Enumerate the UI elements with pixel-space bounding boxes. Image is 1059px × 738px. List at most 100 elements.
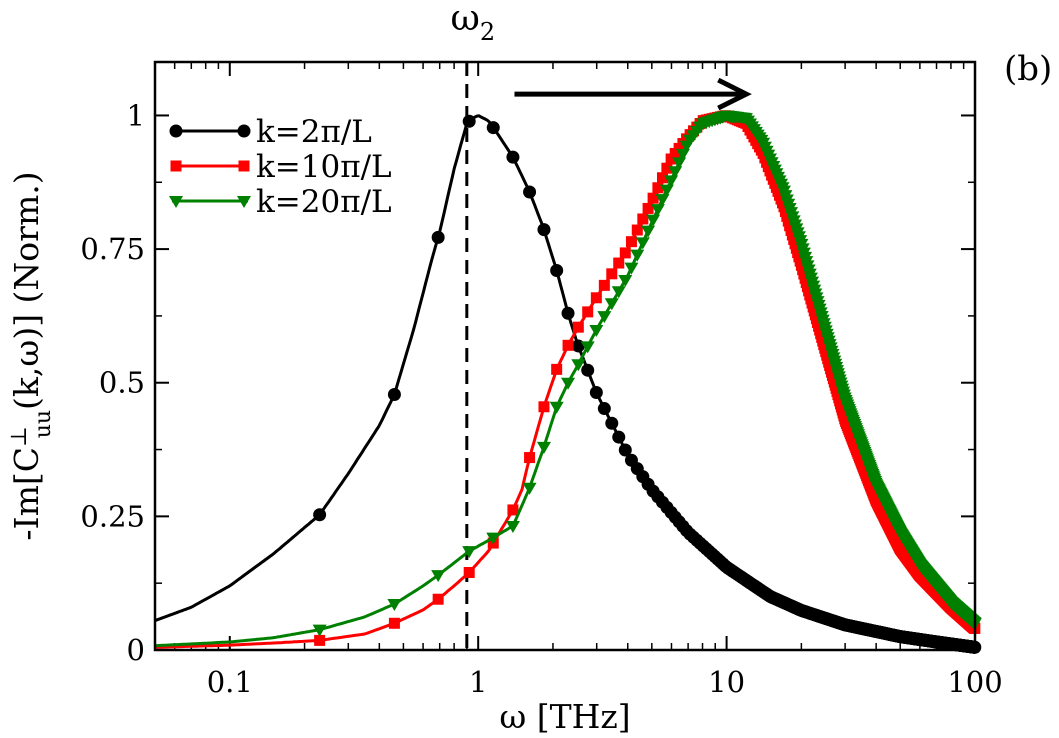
arrow-head	[717, 77, 752, 111]
data-point	[611, 286, 626, 299]
data-point	[652, 182, 664, 194]
data-point	[605, 416, 619, 430]
data-point	[650, 204, 665, 217]
legend-marker	[237, 124, 251, 138]
y-axis-title-prefix: -Im[C	[7, 447, 46, 541]
data-point	[581, 363, 595, 377]
data-point	[486, 121, 500, 135]
vline-label: ω2	[450, 0, 495, 46]
x-axis-title: ω [THz]	[499, 697, 630, 736]
data-point	[505, 520, 520, 533]
data-point	[431, 230, 445, 244]
data-point	[561, 306, 575, 320]
y-axis-title-sub: uu	[31, 410, 56, 438]
series-3	[154, 110, 982, 648]
data-point	[635, 237, 650, 250]
data-point	[387, 599, 402, 612]
data-point	[571, 359, 586, 372]
data-point	[312, 624, 327, 637]
data-point	[642, 202, 654, 214]
data-point	[550, 263, 564, 277]
legend-label: k=2π/L	[256, 114, 372, 150]
data-point	[647, 192, 659, 204]
y-axis-title: -Im[C⊥uu(k,ω)] (Norm.)	[7, 171, 56, 540]
data-point	[630, 249, 645, 262]
data-point	[618, 443, 632, 457]
plot-frame	[153, 60, 977, 652]
data-point	[606, 268, 618, 280]
data-point	[672, 157, 687, 170]
panel-label: (b)	[1004, 49, 1052, 89]
data-point	[668, 166, 683, 179]
data-point	[431, 570, 446, 583]
x-tick-label: 1	[469, 665, 487, 699]
data-point	[314, 634, 326, 646]
data-point	[659, 184, 674, 197]
data-point	[625, 236, 637, 248]
x-tick-label: 0.1	[207, 665, 253, 699]
data-point	[387, 387, 401, 401]
data-point	[524, 452, 536, 464]
y-tick-label: 0.75	[80, 232, 145, 266]
data-point	[641, 225, 656, 238]
data-point	[462, 546, 477, 559]
legend-item: k=20π/L	[169, 184, 392, 220]
data-point	[562, 339, 574, 351]
data-point	[637, 213, 649, 225]
tick-labels-layer: 0.1 1 10 100 0 0.25 0.5 0.75 1	[80, 98, 1002, 699]
data-point	[551, 363, 563, 375]
data-point	[589, 324, 604, 337]
data-point	[619, 247, 631, 259]
data-point	[388, 617, 400, 629]
y-tick-label: 0	[127, 633, 145, 667]
data-point	[561, 377, 576, 390]
data-point	[589, 385, 603, 399]
y-tick-label: 0.25	[80, 499, 145, 533]
data-point	[656, 172, 668, 184]
data-point	[536, 441, 551, 454]
data-point	[523, 185, 537, 199]
legend-item: k=2π/L	[169, 114, 372, 150]
data-point	[613, 257, 625, 269]
data-point	[624, 262, 639, 275]
data-point	[313, 508, 327, 522]
data-point	[462, 114, 476, 128]
vline-label-sub: 2	[480, 18, 495, 46]
data-point	[597, 402, 611, 416]
y-axis-title-suffix: (k,ω)] (Norm.)	[7, 171, 46, 410]
data-point	[612, 430, 626, 444]
data-point	[597, 311, 612, 324]
data-point	[580, 341, 595, 354]
shift-arrow	[514, 77, 752, 111]
legend: k=2π/Lk=10π/Lk=20π/L	[169, 114, 392, 220]
legend-item: k=10π/L	[170, 149, 392, 185]
data-point	[582, 306, 594, 318]
data-point	[655, 194, 670, 207]
legend-marker	[238, 160, 250, 172]
data-point	[604, 298, 619, 311]
y-tick-label: 1	[127, 98, 145, 132]
series-1	[154, 114, 982, 654]
data-point	[549, 401, 564, 414]
data-point	[664, 175, 679, 188]
x-tick-label: 100	[947, 665, 1002, 699]
data-point	[507, 504, 519, 516]
data-point	[646, 214, 661, 227]
x-tick-label: 10	[708, 665, 745, 699]
y-axis-title-sup: ⊥	[7, 426, 32, 447]
data-point	[486, 532, 501, 545]
data-point	[661, 162, 673, 174]
data-point	[618, 275, 633, 288]
data-point	[572, 321, 584, 333]
data-point	[598, 279, 610, 291]
legend-marker	[169, 124, 183, 138]
data-point	[537, 223, 551, 237]
legend-label: k=10π/L	[256, 149, 392, 185]
legend-label: k=20π/L	[256, 184, 392, 220]
data-point	[506, 150, 520, 164]
data-point	[631, 224, 643, 236]
data-point	[522, 482, 537, 495]
data-point	[665, 153, 677, 165]
data-point	[590, 292, 602, 304]
